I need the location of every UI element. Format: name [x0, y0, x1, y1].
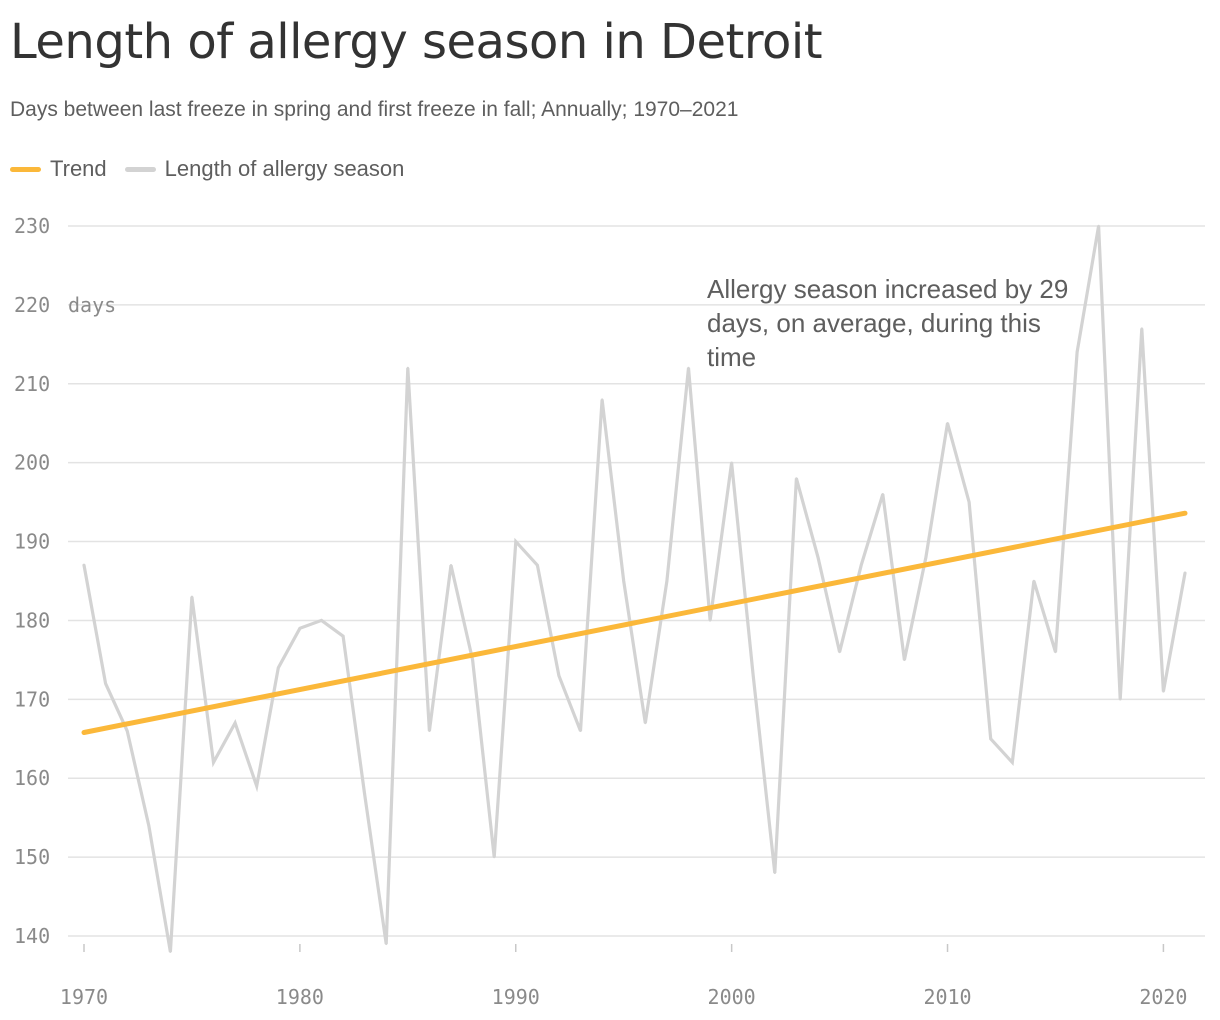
x-tick-label: 1980 — [276, 985, 324, 1009]
data-point-1986 — [428, 729, 431, 733]
data-point-1987 — [449, 564, 453, 567]
y-tick-label: 140 — [14, 924, 50, 948]
data-point-2016 — [1075, 351, 1079, 354]
data-point-1983 — [363, 792, 366, 796]
x-tick-label: 1990 — [492, 985, 540, 1009]
data-point-2019 — [1140, 327, 1144, 330]
data-point-1999 — [708, 619, 712, 622]
y-tick-label: 160 — [14, 766, 50, 790]
chart-annotation: Allergy season increased by 29 days, on … — [707, 274, 1069, 372]
data-point-1996 — [644, 721, 647, 725]
y-tick-bg — [10, 213, 68, 239]
data-point-1977 — [233, 721, 237, 725]
data-point-2012 — [989, 737, 992, 740]
data-point-2003 — [795, 477, 798, 480]
trend-line — [81, 510, 1188, 735]
x-tick-label: 2000 — [708, 985, 756, 1009]
data-point-2014 — [1032, 579, 1036, 583]
y-tick-label: 210 — [14, 372, 50, 396]
y-tick-label: 170 — [14, 687, 50, 711]
chart-subtitle: Days between last freeze in spring and f… — [10, 98, 739, 121]
y-tick-label: 200 — [14, 451, 50, 475]
gridlines — [10, 225, 1205, 937]
data-point-1974 — [169, 950, 172, 953]
y-tick-label: 150 — [14, 845, 50, 869]
data-point-1997 — [665, 579, 669, 583]
legend-swatch-series — [124, 166, 156, 172]
y-tick-bg — [10, 607, 68, 634]
data-point-1984 — [385, 942, 388, 946]
y-tick-bg — [10, 923, 68, 949]
data-point-1998 — [687, 366, 690, 370]
legend-label-trend: Trend — [50, 156, 107, 181]
data-point-2021 — [1183, 571, 1187, 575]
y-tick-bg — [10, 291, 68, 318]
y-tick-label: 230 — [14, 214, 50, 238]
data-point-1988 — [471, 658, 474, 662]
data-point-1993 — [579, 729, 582, 733]
y-tick-bg — [10, 449, 68, 476]
data-point-1994 — [600, 398, 604, 401]
y-tick-bg — [10, 370, 68, 397]
data-point-1975 — [190, 595, 194, 598]
y-tick-label: 190 — [14, 530, 50, 554]
data-point-1982 — [341, 635, 345, 638]
x-tick-label: 1970 — [60, 985, 108, 1009]
y-tick-label: 220 — [14, 293, 50, 317]
data-point-2018 — [1119, 698, 1122, 701]
data-point-1973 — [147, 824, 150, 827]
legend-item-series: Length of allergy season — [124, 156, 405, 182]
data-point-2001 — [752, 674, 755, 677]
data-point-1976 — [212, 761, 215, 764]
data-point-1978 — [255, 784, 258, 788]
data-point-2009 — [924, 556, 928, 559]
y-tick-bg — [10, 844, 68, 871]
axis-labels: 140 150 160 170 180 190 200 210 220 230 days 1970 19… — [10, 213, 1187, 1009]
data-point-1995 — [622, 579, 625, 583]
data-point-1980 — [298, 627, 302, 630]
data-point-1970 — [82, 564, 86, 567]
data-point-1985 — [406, 366, 410, 370]
data-point-1989 — [492, 855, 496, 859]
data-point-2020 — [1162, 690, 1165, 693]
x-tick-label: 2020 — [1139, 985, 1187, 1009]
y-unit-label: days — [68, 293, 116, 317]
data-point-1981 — [320, 619, 323, 622]
data-point-2000 — [730, 461, 733, 464]
data-point-2010 — [946, 422, 949, 425]
series-lines — [81, 224, 1188, 953]
x-tick-label: 2010 — [923, 985, 971, 1009]
legend-label-series: Length of allergy season — [164, 156, 405, 181]
chart-title: Length of allergy season in Detroit — [10, 14, 823, 70]
data-point-2013 — [1011, 761, 1014, 764]
data-point-2006 — [859, 564, 863, 567]
data-point-2011 — [967, 500, 971, 504]
y-tick-bg — [10, 528, 68, 555]
data-point-1992 — [557, 674, 561, 677]
y-tick-bg — [10, 686, 68, 713]
data-point-1991 — [536, 564, 539, 567]
legend-item-trend: Trend — [10, 156, 107, 182]
chart-legend: Trend Length of allergy season — [10, 156, 422, 182]
data-point-2004 — [816, 556, 820, 559]
data-point-1979 — [277, 666, 280, 669]
data-point-1971 — [104, 682, 107, 685]
data-point-2002 — [773, 871, 777, 875]
data-point-2008 — [903, 658, 906, 662]
data-point-2015 — [1054, 650, 1057, 654]
data-point-1972 — [125, 729, 129, 733]
data-point-2017 — [1097, 224, 1100, 228]
x-axis-ticks — [83, 944, 1165, 952]
y-tick-label: 180 — [14, 608, 50, 632]
data-point-2005 — [838, 650, 841, 654]
data-point-1990 — [514, 540, 517, 543]
data-point-2007 — [881, 493, 884, 496]
legend-swatch-trend — [10, 166, 41, 172]
y-tick-bg — [10, 765, 68, 792]
allergy-season-line — [82, 225, 1187, 953]
